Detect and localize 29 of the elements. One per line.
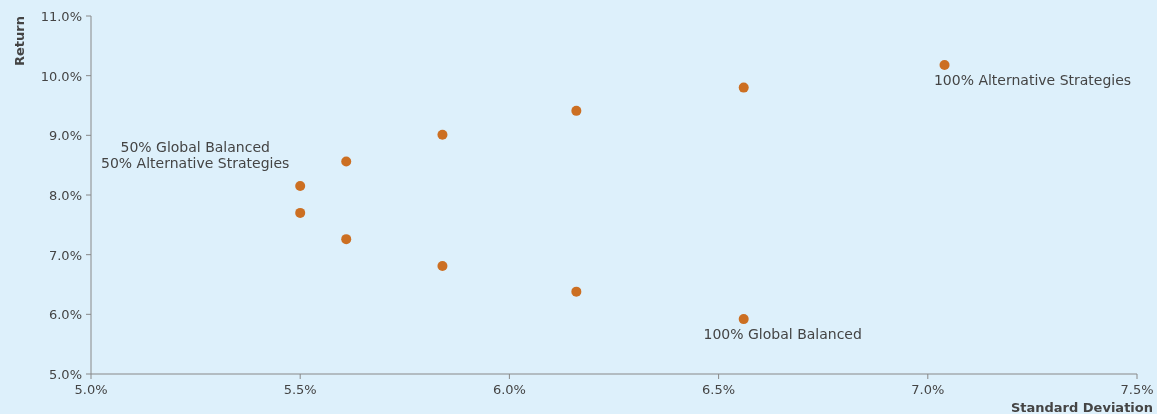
x-tick-label: 6.0% [492, 382, 526, 397]
annotation: 100% Global Balanced [703, 326, 862, 343]
y-tick-label: 9.0% [48, 128, 82, 144]
y-tick-label: 6.0% [48, 307, 82, 323]
y-tick-label: 8.0% [48, 188, 82, 203]
y-tick-label: 10.0% [40, 68, 82, 84]
y-tick-label: 5.0% [48, 367, 82, 382]
x-tick-label: 7.5% [1120, 382, 1154, 397]
point [295, 181, 306, 192]
point [341, 234, 352, 245]
x-axis-title: Standard Deviation [1010, 400, 1153, 414]
point [738, 82, 749, 93]
y-tick-label: 7.0% [48, 247, 82, 263]
x-tick-label: 5.0% [74, 382, 108, 397]
y-tick-label: 11.0% [40, 9, 82, 24]
y-axis-title: Return [12, 16, 27, 66]
x-tick-label: 7.0% [911, 382, 945, 397]
x-tick-label: 6.5% [702, 382, 736, 397]
point [738, 314, 749, 325]
point [571, 286, 582, 297]
annotation: 50% Global Balanced 50% Alternative Strategies [101, 139, 290, 172]
x-tick-label: 5.5% [283, 382, 317, 397]
point [341, 156, 352, 167]
point [437, 261, 448, 271]
point [571, 105, 582, 116]
point [437, 129, 448, 140]
annotation: 100% Alternative Strategies [933, 71, 1132, 88]
point [295, 207, 306, 218]
point [939, 59, 950, 70]
